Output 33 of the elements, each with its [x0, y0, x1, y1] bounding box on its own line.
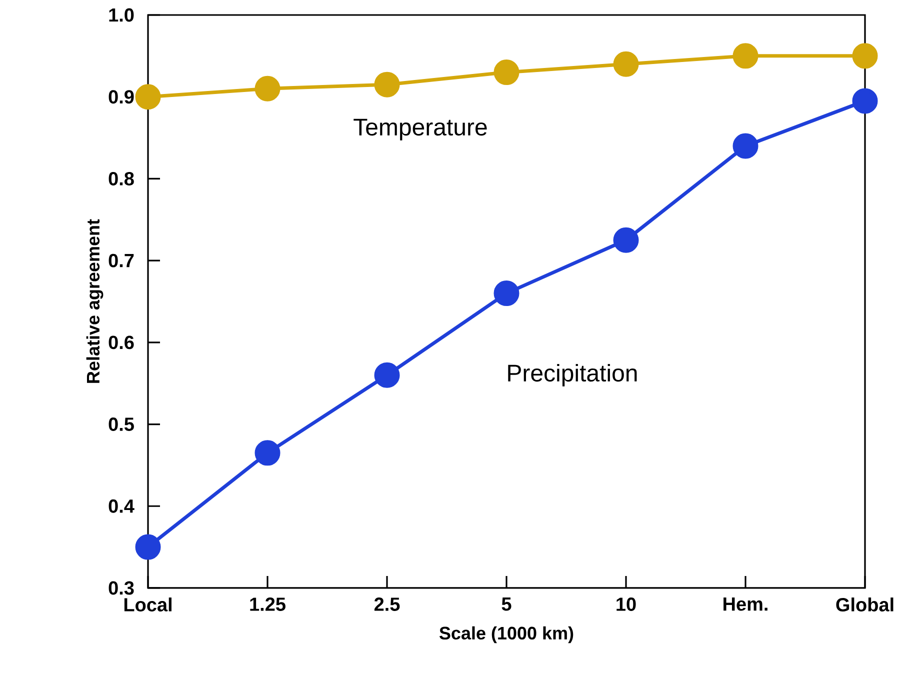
y-tick-label: 0.3: [108, 581, 134, 595]
y-tick-label: 1.0: [109, 8, 134, 22]
point: [135, 534, 161, 560]
text: Precipitation: [508, 364, 637, 386]
point: [732, 43, 758, 69]
y-tick-label: 0.6: [108, 336, 134, 350]
point: [613, 227, 639, 253]
point: [254, 76, 280, 102]
point: [374, 362, 400, 388]
x-tick-label: 10: [616, 598, 636, 611]
x-tick-label: 1.25: [250, 598, 286, 611]
x-tick-label: Global: [836, 598, 894, 612]
point: [852, 43, 878, 69]
x-tick-label: 5: [502, 598, 512, 611]
point: [254, 440, 280, 466]
point: [613, 51, 639, 77]
y-tick-label: 0.7: [108, 254, 134, 268]
series-label: Temperature: [354, 118, 487, 140]
point: [494, 60, 520, 86]
x-tick-label: 2.5: [374, 598, 400, 611]
point: [135, 84, 161, 110]
y-tick-label: 0.5: [108, 418, 134, 432]
y-tick-label: 0.4: [108, 499, 134, 513]
y-axis-title: Relative agreement: [86, 219, 104, 383]
point: [494, 280, 520, 306]
point: [374, 72, 400, 98]
x-tick-label: Hem.: [724, 598, 768, 611]
point: [852, 88, 878, 114]
x-tick-label: Local: [124, 598, 172, 612]
x-axis-title: Scale (1000 km): [439, 626, 574, 644]
point: [732, 133, 758, 159]
y-tick-label: 0.8: [108, 172, 134, 186]
y-tick-label: 0.9: [108, 90, 134, 104]
